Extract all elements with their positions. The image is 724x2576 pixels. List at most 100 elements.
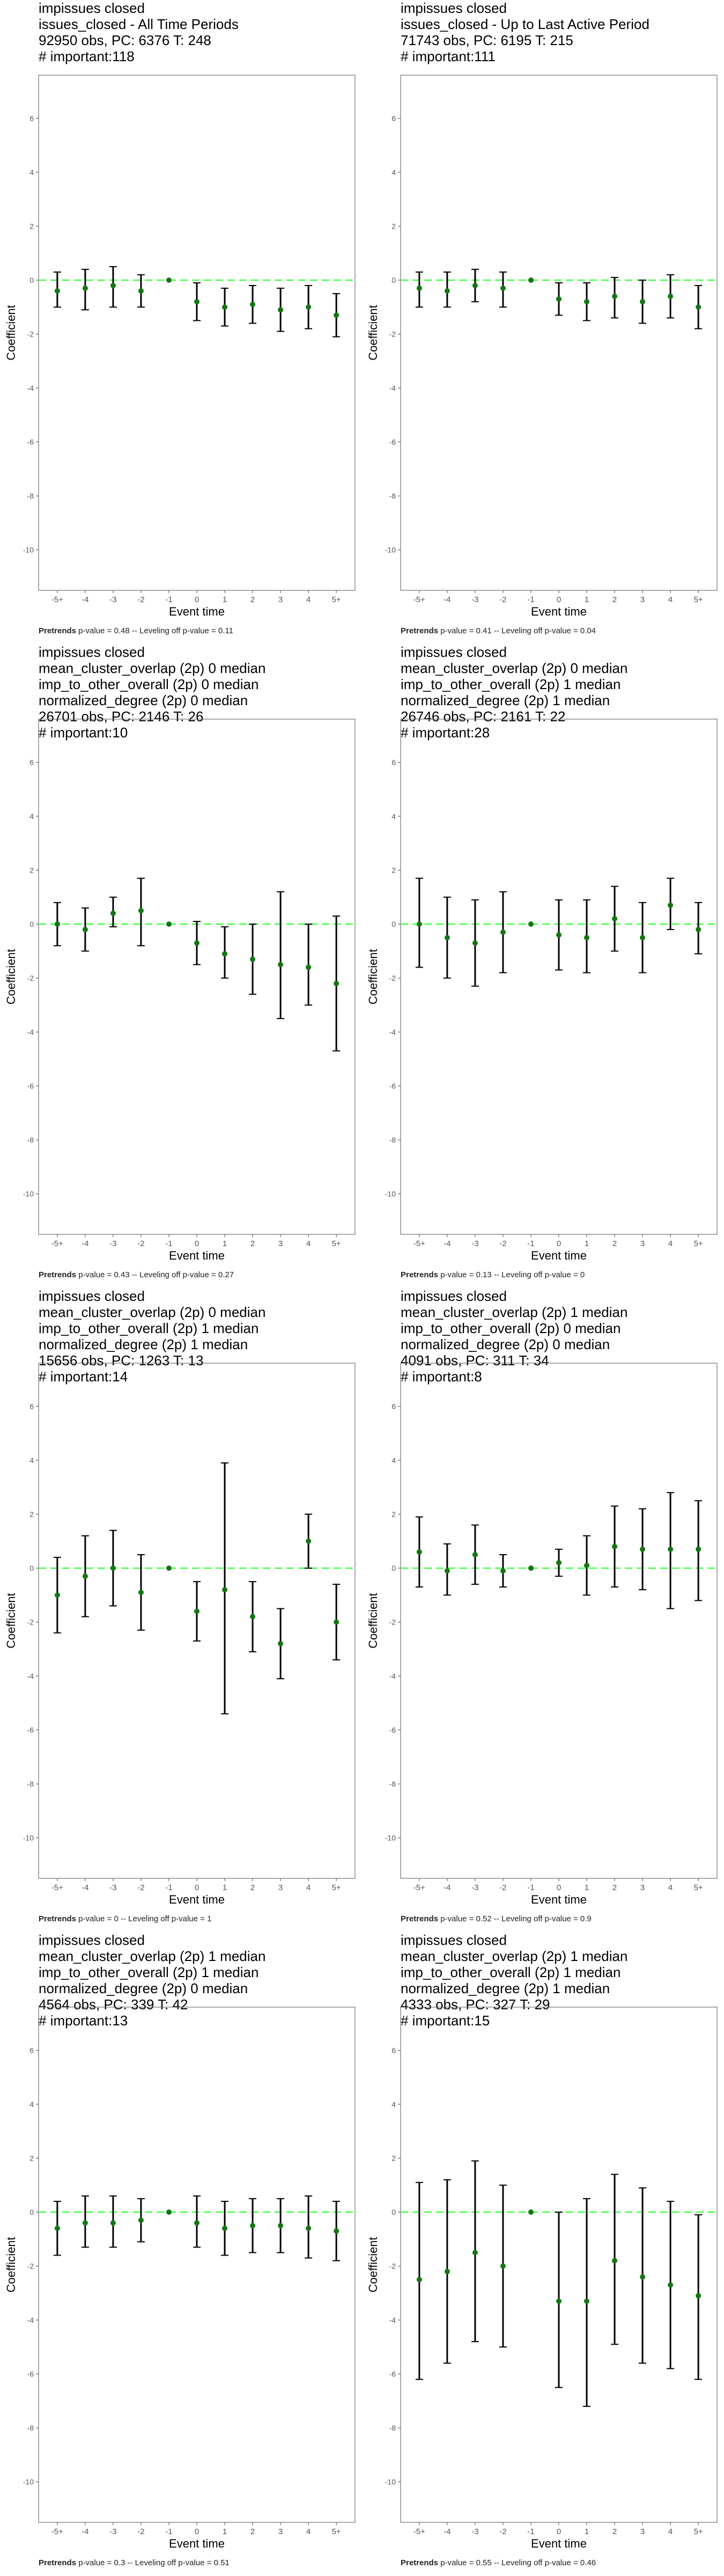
x-tick-label: -3 [471,2527,478,2536]
x-tick-label: 3 [640,2527,645,2536]
chart-panel: impissues closed mean_cluster_overlap (2p… [0,1932,362,2576]
y-tick-label: -10 [385,1190,396,1198]
chart-footer: Pretrends p-value = 0 -- Leveling off p-… [39,1914,211,1923]
y-tick-label: 6 [391,758,396,766]
data-point [556,932,562,938]
data-point [584,299,590,305]
y-tick-label: 0 [29,276,34,284]
x-tick-label: -1 [527,1239,534,1248]
y-tick-label: 0 [391,1564,396,1572]
data-point [584,1562,590,1568]
data-point [556,1560,562,1565]
x-tick-label: 4 [668,1883,673,1892]
y-tick-label: -2 [389,330,396,339]
y-tick-label: 2 [391,1510,396,1518]
x-tick-label: -3 [109,1883,116,1892]
x-tick-label: 0 [557,2527,561,2536]
y-tick-label: -8 [389,492,396,500]
x-tick-label: 5+ [694,1239,703,1248]
data-point [250,2223,256,2229]
y-tick-label: -10 [23,1834,34,1842]
x-tick-label: 4 [306,1883,311,1892]
data-point [528,277,534,283]
chart-panel: impissues closed mean_cluster_overlap (2p… [0,1288,362,1932]
x-tick-label: -4 [444,595,450,604]
plot-frame [38,719,356,1235]
chart-title-line: imp_to_other_overall (2p) 0 median [39,676,259,692]
chart-title-line: # important:10 [39,724,128,741]
data-point [166,1565,172,1571]
data-point [416,286,422,291]
chart-title-line: 15656 obs, PC: 1263 T: 13 [39,1352,204,1368]
data-point [306,964,312,970]
data-point [306,1538,312,1544]
chart-footer: Pretrends p-value = 0.55 -- Leveling off… [401,2558,596,2567]
data-point [668,2282,674,2288]
y-tick-label: 4 [391,812,396,821]
x-tick-label: 5+ [332,1883,341,1892]
y-tick-label: 2 [29,866,34,874]
x-tick-label: 4 [306,595,311,604]
chart-title-line: issues_closed - Up to Last Active Period [401,16,649,32]
data-point [110,910,116,916]
y-tick-label: 4 [391,1456,396,1465]
chart-footer: Pretrends p-value = 0.41 -- Leveling off… [401,626,596,635]
y-tick-label: 0 [391,2208,396,2216]
data-point [640,2274,646,2280]
y-axis-label: Coefficient [4,949,18,1005]
x-tick-label: -4 [82,1239,88,1248]
chart-title-line: normalized_degree (2p) 1 median [401,1980,610,1996]
y-tick-label: -8 [389,1780,396,1788]
y-tick-label: 0 [29,920,34,928]
y-tick-label: -4 [27,1028,34,1036]
x-tick-label: -1 [527,1883,534,1892]
y-tick-label: -6 [389,2370,396,2379]
x-tick-label: -2 [499,2527,506,2536]
chart-title-line: impissues closed [39,0,145,16]
y-tick-label: -4 [389,2316,396,2324]
y-tick-label: -10 [23,2478,34,2486]
chart-header: impissues closed mean_cluster_overlap (2p… [39,1932,265,2029]
data-point [472,940,478,946]
x-tick-label: -5+ [51,595,63,604]
chart-footer: Pretrends p-value = 0.43 -- Leveling off… [39,1270,234,1279]
y-tick-label: -8 [27,492,34,500]
x-tick-label: 0 [557,1239,561,1248]
chart-title-line: # important:15 [401,2012,490,2029]
pretrends-label: Pretrends [39,626,77,635]
y-tick-label: 6 [391,2046,396,2054]
p-value-text: p-value = 0.43 -- Leveling off p-value =… [76,1270,234,1279]
x-axis-label: Event time [169,605,225,618]
y-tick-label: -2 [389,1618,396,1627]
y-tick-label: -6 [27,1082,34,1091]
chart-panel: impissues closed mean_cluster_overlap (2p… [362,1932,724,2576]
data-point [528,2209,534,2215]
data-point [584,935,590,941]
y-tick-label: -4 [27,2316,34,2324]
chart-title-line: mean_cluster_overlap (2p) 0 median [39,660,266,676]
x-tick-label: -1 [165,595,172,604]
x-tick-label: 4 [668,2527,673,2536]
pretrends-label: Pretrends [39,1270,77,1279]
x-tick-label: -4 [444,1239,450,1248]
y-tick-label: -6 [389,1726,396,1735]
data-point [278,307,284,313]
chart-footer: Pretrends p-value = 0.3 -- Leveling off … [39,2558,230,2567]
data-point [696,304,701,310]
y-tick-label: -8 [27,2424,34,2432]
y-tick-label: 2 [29,222,34,230]
data-point [110,283,116,289]
x-tick-label: -4 [82,2527,88,2536]
y-tick-label: 0 [391,920,396,928]
y-tick-label: 6 [29,114,34,122]
y-axis-label: Coefficient [366,2237,380,2293]
y-tick-label: 6 [29,2046,34,2054]
data-point [250,1614,256,1620]
p-value-text: p-value = 0.13 -- Leveling off p-value =… [438,1270,585,1279]
chart-header: impissues closed mean_cluster_overlap (2p… [39,644,265,741]
x-tick-label: -5+ [413,595,425,604]
